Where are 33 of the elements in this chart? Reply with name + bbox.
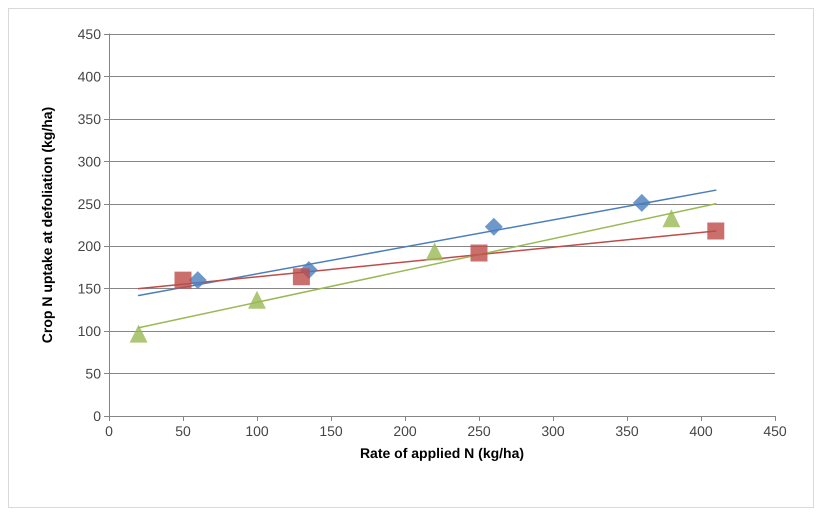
x-tick-label: 200 [393,423,417,439]
point [662,209,680,228]
x-tick-label: 300 [541,423,565,439]
x-tick-label: 400 [689,423,713,439]
point [707,222,724,240]
y-tick-label: 400 [78,68,102,84]
x-axis-title: Rate of applied N (kg/ha) [360,445,524,461]
point [292,268,310,286]
y-tick-label: 50 [85,366,102,382]
point [174,272,192,289]
y-tick-label: 100 [78,323,102,340]
point [470,244,488,262]
y-tick-label: 150 [78,280,102,297]
y-axis-title: Crop N uptake at defoliation (kg/ha) [39,106,55,344]
point [632,194,651,212]
y-tick-label: 300 [78,153,102,170]
point [484,218,503,236]
point [426,242,444,260]
x-tick-label: 250 [467,423,491,439]
x-tick-label: 0 [105,423,114,439]
x-tick-label: 350 [615,423,639,439]
x-tick-label: 150 [319,423,343,439]
y-tick-label: 250 [78,196,102,212]
x-tick-label: 50 [175,423,191,439]
y-tick-label: 450 [78,26,102,42]
point [188,271,207,290]
y-tick-label: 200 [78,238,102,254]
point [130,324,148,343]
point [248,290,266,309]
y-tick-label: 0 [93,408,102,424]
y-tick-label: 350 [78,110,102,127]
x-tick-label: 100 [245,423,269,439]
x-tick-label: 450 [763,423,787,439]
